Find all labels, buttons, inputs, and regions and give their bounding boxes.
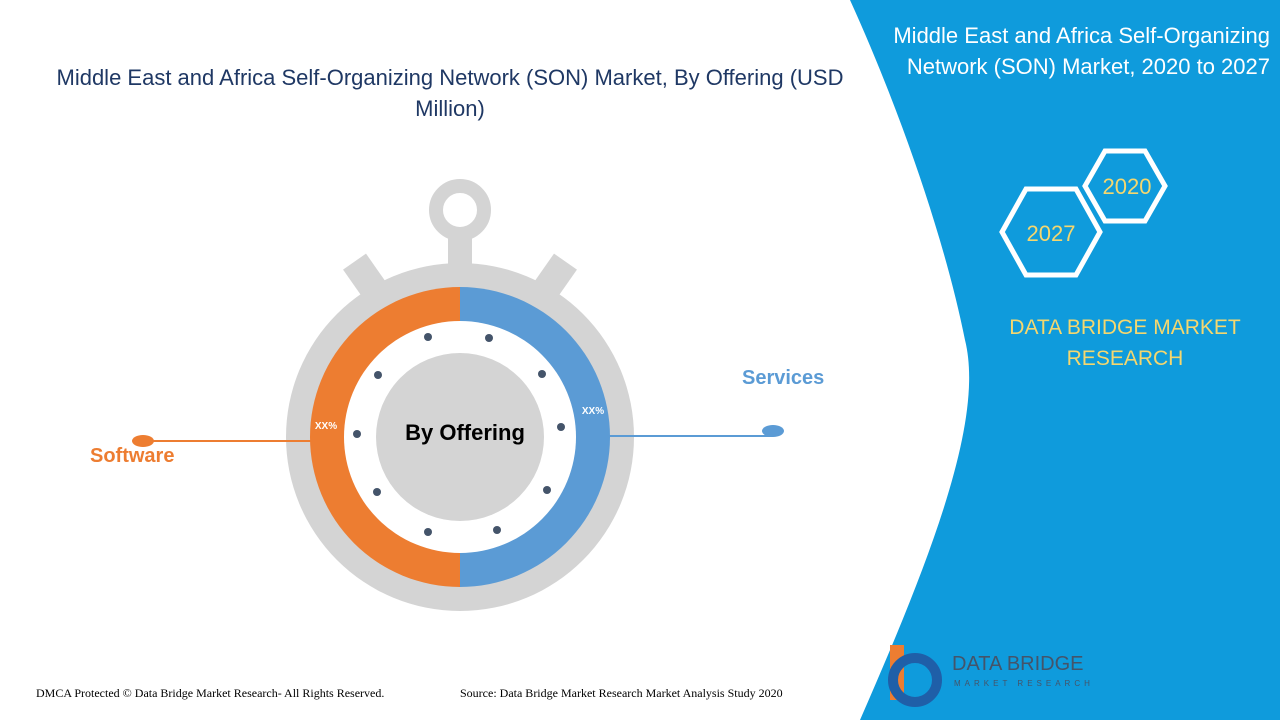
source: Source: Data Bridge Market Research Mark… [460,686,783,700]
center-label: By Offering [405,420,525,445]
title: Middle East and Africa Self-Organizing N… [56,65,844,121]
logo-tagline: MARKET RESEARCH [954,679,1094,688]
logo-mark [888,653,942,707]
year: 2027 [1027,221,1076,246]
brand: DATA BRIDGE MARKET RESEARCH [1009,316,1241,370]
connector-dot [762,425,784,437]
side-panel [850,0,1280,720]
segment-label: Software [90,445,174,467]
copyright: DMCA Protected © Data Bridge Market Rese… [36,686,385,700]
dial-center [376,353,544,521]
hexagon [1082,148,1168,224]
share-label: XX% [582,406,604,417]
dial-dots [353,333,565,536]
hexagon [999,186,1103,278]
share-label: XX% [315,421,337,432]
stopwatch-ring [429,179,491,241]
year: 2020 [1103,174,1152,199]
segment-label: Services [742,367,824,389]
logo-name: DATA BRIDGE [952,653,1084,675]
connector-dot [132,435,154,447]
panel-title: Middle East and Africa Self-Organizing N… [893,23,1270,79]
